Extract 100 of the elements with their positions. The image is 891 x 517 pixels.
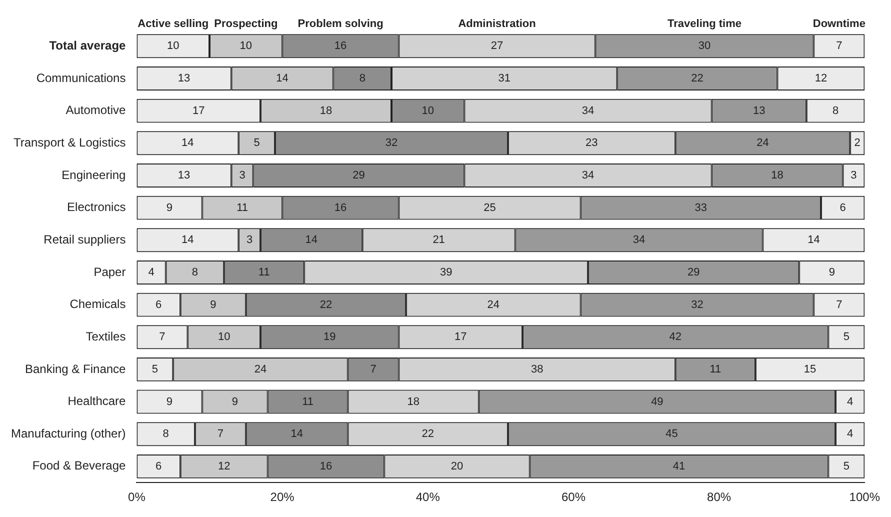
data-label: 6 <box>155 298 162 311</box>
data-label: 3 <box>246 234 253 246</box>
data-label: 45 <box>666 428 678 440</box>
x-tick-label: 100% <box>849 490 880 504</box>
data-label: 6 <box>840 202 846 214</box>
y-tick-label: Total average <box>49 38 126 52</box>
data-label: 4 <box>148 266 154 278</box>
data-label: 21 <box>432 234 445 246</box>
x-tick-label: 40% <box>416 490 440 504</box>
data-label: 12 <box>814 72 828 85</box>
data-label: 34 <box>582 104 594 117</box>
data-label: 11 <box>710 363 722 376</box>
data-label: 3 <box>850 170 857 182</box>
data-label: 24 <box>487 298 500 311</box>
data-label: 49 <box>651 396 664 408</box>
data-label: 8 <box>832 104 839 117</box>
data-label: 5 <box>843 331 850 344</box>
y-tick-label: Communications <box>36 70 126 85</box>
data-label: 5 <box>152 363 158 376</box>
data-label: 22 <box>422 428 434 440</box>
y-tick-label: Automotive <box>66 103 126 118</box>
data-label: 7 <box>370 363 376 376</box>
data-label: 11 <box>236 202 248 214</box>
y-tick-label: Textiles <box>86 329 126 344</box>
data-label: 7 <box>217 428 224 440</box>
data-label: 32 <box>691 298 704 311</box>
x-tick-label: 0% <box>128 490 146 504</box>
y-tick-label: Transport & Logistics <box>13 135 126 150</box>
y-tick-label: Manufacturing (other) <box>10 426 126 440</box>
data-label: 10 <box>166 40 180 52</box>
data-label: 18 <box>407 396 420 408</box>
data-label: 34 <box>632 234 646 246</box>
data-label: 13 <box>178 72 190 85</box>
y-tick-label: Chemicals <box>70 297 126 312</box>
data-label: 12 <box>218 460 230 472</box>
data-label: 22 <box>320 298 332 311</box>
data-label: 9 <box>828 266 835 278</box>
data-label: 27 <box>490 40 504 52</box>
data-label: 7 <box>159 331 166 344</box>
data-label: 15 <box>804 363 816 376</box>
data-label: 17 <box>454 331 467 344</box>
y-tick-label: Healthcare <box>68 394 126 408</box>
y-tick-label: Retail suppliers <box>44 232 126 246</box>
data-label: 7 <box>836 40 842 52</box>
data-label: 13 <box>178 170 190 182</box>
data-label: 34 <box>582 170 594 182</box>
data-label: 9 <box>210 298 216 311</box>
series-label: Active selling <box>138 18 209 30</box>
data-label: 25 <box>484 202 496 214</box>
x-tick-label: 80% <box>707 490 732 504</box>
data-label: 22 <box>691 72 704 85</box>
data-label: 29 <box>687 266 700 278</box>
data-label: 39 <box>440 266 452 278</box>
data-label: 16 <box>334 202 347 214</box>
data-label: 10 <box>422 104 434 117</box>
data-label: 20 <box>450 460 464 472</box>
data-label: 38 <box>530 363 544 376</box>
data-label: 14 <box>290 428 303 440</box>
data-label: 33 <box>694 202 707 214</box>
data-label: 10 <box>240 40 252 52</box>
data-label: 9 <box>166 396 173 408</box>
data-label: 4 <box>847 396 854 408</box>
data-label: 42 <box>669 331 682 344</box>
data-label: 24 <box>254 363 267 376</box>
data-label: 14 <box>305 234 318 246</box>
data-label: 4 <box>847 428 854 440</box>
data-label: 3 <box>239 170 246 182</box>
data-label: 8 <box>192 266 198 278</box>
data-label: 17 <box>192 104 205 117</box>
data-label: 30 <box>698 40 711 52</box>
data-label: 24 <box>756 137 769 150</box>
data-label: 11 <box>302 396 314 408</box>
data-label: 6 <box>155 460 162 472</box>
data-label: 31 <box>498 72 510 85</box>
series-label: Traveling time <box>668 18 742 30</box>
data-label: 2 <box>854 137 860 150</box>
data-label: 11 <box>258 266 270 278</box>
x-tick-label: 60% <box>561 490 586 504</box>
data-label: 23 <box>586 137 598 150</box>
data-label: 14 <box>182 234 194 246</box>
data-label: 7 <box>836 298 842 311</box>
data-label: 14 <box>276 72 288 85</box>
y-tick-label: Electronics <box>67 200 126 214</box>
series-label: Administration <box>458 18 536 30</box>
data-label: 5 <box>254 137 260 150</box>
data-label: 14 <box>182 137 194 150</box>
data-label: 16 <box>334 40 347 52</box>
data-label: 8 <box>162 428 169 440</box>
y-tick-label: Paper <box>94 264 126 279</box>
data-label: 29 <box>352 170 365 182</box>
data-label: 14 <box>808 234 820 246</box>
data-label: 41 <box>672 460 686 472</box>
series-label: Prospecting <box>214 18 278 30</box>
series-label: Problem solving <box>298 18 384 30</box>
series-label: Downtime <box>812 18 866 30</box>
data-label: 9 <box>232 396 238 408</box>
data-label: 18 <box>771 170 784 182</box>
data-label: 9 <box>166 202 173 214</box>
y-tick-label: Engineering <box>62 168 126 182</box>
data-label: 5 <box>843 460 850 472</box>
